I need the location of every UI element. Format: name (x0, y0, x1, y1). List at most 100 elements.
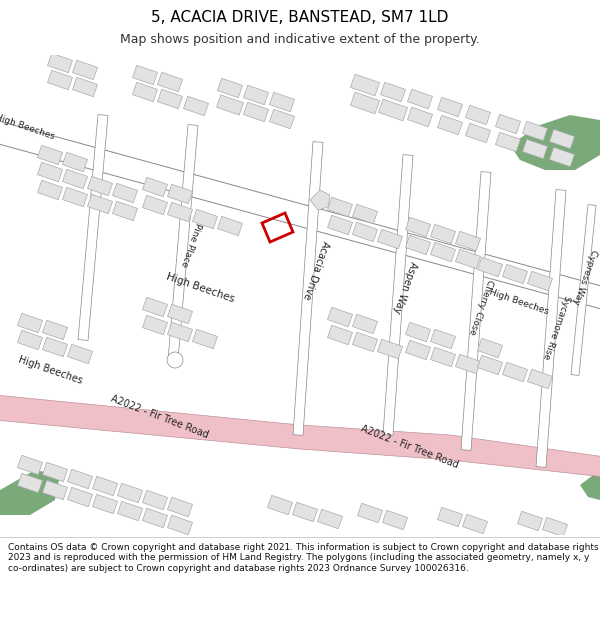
Polygon shape (517, 511, 542, 531)
Polygon shape (466, 123, 491, 142)
Polygon shape (142, 490, 167, 510)
Polygon shape (527, 271, 553, 291)
Polygon shape (430, 224, 455, 244)
Text: High Beeches: High Beeches (488, 288, 550, 316)
Polygon shape (463, 514, 488, 534)
Polygon shape (379, 99, 407, 121)
Polygon shape (310, 190, 330, 210)
Polygon shape (73, 78, 98, 97)
Text: Map shows position and indicative extent of the property.: Map shows position and indicative extent… (120, 32, 480, 46)
Polygon shape (352, 314, 377, 334)
Polygon shape (527, 369, 553, 389)
Polygon shape (536, 189, 566, 468)
Polygon shape (466, 105, 491, 125)
Text: High Beeches: High Beeches (164, 272, 235, 304)
Polygon shape (217, 78, 242, 98)
Polygon shape (43, 462, 68, 482)
Polygon shape (67, 344, 92, 364)
Polygon shape (142, 508, 167, 528)
Polygon shape (437, 98, 463, 117)
Polygon shape (92, 494, 118, 514)
Polygon shape (167, 304, 193, 324)
Polygon shape (407, 107, 433, 127)
Polygon shape (502, 264, 527, 284)
Polygon shape (37, 145, 62, 165)
Polygon shape (47, 53, 73, 72)
Polygon shape (0, 120, 600, 310)
Text: High Beeches: High Beeches (17, 354, 83, 386)
Polygon shape (133, 82, 158, 102)
Polygon shape (328, 325, 353, 345)
Polygon shape (293, 142, 323, 436)
Polygon shape (168, 124, 198, 361)
Polygon shape (47, 70, 73, 90)
Text: 5, ACACIA DRIVE, BANSTEAD, SM7 1LD: 5, ACACIA DRIVE, BANSTEAD, SM7 1LD (151, 9, 449, 24)
Polygon shape (269, 92, 295, 112)
Polygon shape (43, 338, 68, 357)
Polygon shape (167, 202, 193, 222)
Polygon shape (550, 129, 575, 149)
Polygon shape (88, 176, 113, 196)
Text: Cypress Way: Cypress Way (571, 248, 599, 306)
Polygon shape (167, 322, 193, 342)
Polygon shape (269, 109, 295, 129)
Polygon shape (118, 501, 143, 521)
Text: A2022 - Fir Tree Road: A2022 - Fir Tree Road (360, 424, 460, 470)
Text: Pine Place: Pine Place (179, 222, 203, 268)
Polygon shape (0, 470, 60, 515)
Polygon shape (523, 139, 548, 159)
Polygon shape (43, 320, 68, 340)
Polygon shape (184, 96, 209, 116)
Polygon shape (118, 483, 143, 502)
Polygon shape (478, 338, 503, 357)
Polygon shape (406, 217, 431, 237)
Polygon shape (157, 72, 182, 92)
Polygon shape (17, 330, 43, 350)
Polygon shape (142, 195, 167, 215)
Polygon shape (523, 121, 548, 141)
Polygon shape (142, 177, 167, 197)
Polygon shape (352, 222, 377, 242)
Polygon shape (133, 65, 158, 85)
Polygon shape (328, 215, 353, 235)
Text: Cherry Close: Cherry Close (467, 278, 494, 336)
Polygon shape (17, 473, 43, 492)
Polygon shape (478, 258, 503, 277)
Polygon shape (167, 184, 193, 204)
Polygon shape (437, 508, 463, 527)
Polygon shape (37, 180, 62, 200)
Polygon shape (167, 498, 193, 517)
Polygon shape (157, 89, 182, 109)
Polygon shape (292, 503, 317, 522)
Polygon shape (328, 198, 353, 217)
Polygon shape (383, 154, 413, 436)
Polygon shape (358, 503, 383, 522)
Polygon shape (406, 340, 431, 360)
Polygon shape (142, 298, 167, 317)
Polygon shape (377, 339, 403, 359)
Polygon shape (352, 204, 377, 224)
Polygon shape (167, 515, 193, 535)
Polygon shape (217, 95, 244, 115)
Polygon shape (0, 395, 600, 477)
Polygon shape (382, 510, 407, 530)
Polygon shape (455, 249, 481, 269)
Polygon shape (430, 348, 455, 367)
Polygon shape (73, 60, 98, 80)
Text: Aspen Way: Aspen Way (391, 260, 419, 314)
Polygon shape (407, 89, 433, 109)
Polygon shape (17, 455, 43, 475)
Polygon shape (193, 329, 218, 349)
Polygon shape (550, 148, 575, 167)
Text: High Beeches: High Beeches (0, 112, 56, 141)
Polygon shape (328, 308, 353, 327)
Polygon shape (62, 188, 88, 207)
Circle shape (167, 352, 183, 368)
Polygon shape (580, 470, 600, 500)
Polygon shape (67, 469, 92, 489)
Polygon shape (478, 355, 503, 375)
Polygon shape (78, 114, 108, 341)
Polygon shape (193, 209, 218, 229)
Polygon shape (67, 488, 92, 507)
Polygon shape (37, 162, 62, 182)
